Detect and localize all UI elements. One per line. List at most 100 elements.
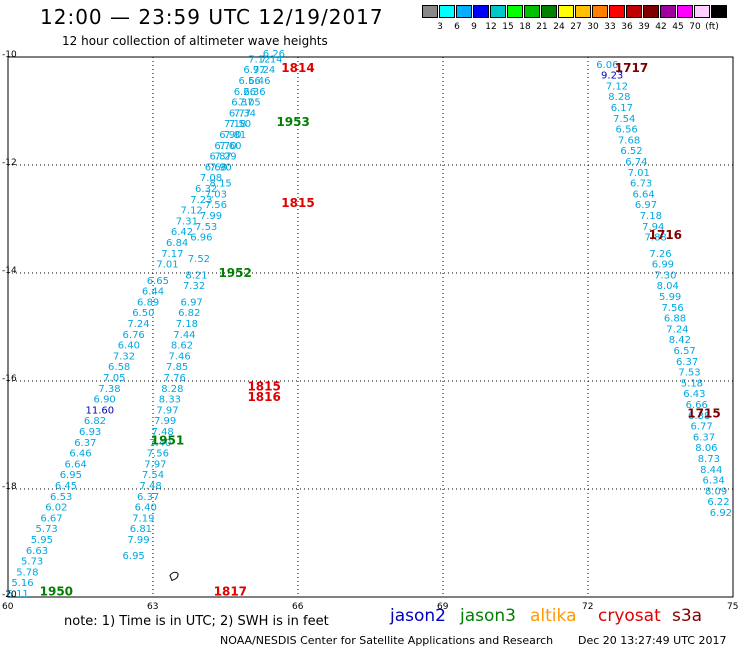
swh-value: 6.87 xyxy=(210,152,232,163)
swh-value: 6.42 xyxy=(171,227,193,238)
color-scale-label: 3 xyxy=(437,22,443,32)
swh-value: 6.56 xyxy=(616,125,638,136)
swh-value: 6.17 xyxy=(611,103,633,114)
footnote: note: 1) Time is in UTC; 2) SWH is in fe… xyxy=(64,614,329,629)
longitude-tick-label: 72 xyxy=(582,602,594,612)
swh-value: 6.37 xyxy=(231,98,253,109)
swh-value: 7.38 xyxy=(98,384,120,395)
color-scale-unit: (ft) xyxy=(705,22,719,32)
pass-time-label: 1717 xyxy=(615,61,648,75)
swh-value: 7.53 xyxy=(678,368,700,379)
color-scale-swatch xyxy=(473,5,489,18)
swh-value: 6.11 xyxy=(7,589,29,600)
swh-value: 7.48 xyxy=(152,427,174,438)
swh-value: 5.73 xyxy=(36,524,58,535)
color-scale-label: 18 xyxy=(519,22,531,32)
swh-value: 6.02 xyxy=(45,503,67,514)
color-scale-swatch xyxy=(456,5,472,18)
satellite-legend-altika: altika xyxy=(530,606,577,626)
swh-value: 6.95 xyxy=(60,470,82,481)
swh-value: 7.01 xyxy=(156,260,178,271)
color-scale-label: 12 xyxy=(485,22,497,32)
color-scale-swatch xyxy=(490,5,506,18)
color-scale-label: 9 xyxy=(471,22,477,32)
swh-value: 6.40 xyxy=(118,341,140,352)
longitude-tick-label: 63 xyxy=(147,602,159,612)
swh-value: 7.53 xyxy=(195,222,217,233)
swh-value: 6.37 xyxy=(137,492,159,503)
swh-value: 6.93 xyxy=(79,427,101,438)
satellite-legend-s3a: s3a xyxy=(672,606,703,626)
latitude-tick-label: -20 xyxy=(2,590,17,600)
swh-value: 6.99 xyxy=(652,260,674,271)
swh-value: 6.77 xyxy=(229,108,251,119)
swh-value: 8.28 xyxy=(161,384,183,395)
swh-value: 6.96 xyxy=(190,233,212,244)
swh-value: 8.44 xyxy=(700,465,722,476)
swh-value: 7.50 xyxy=(229,119,251,130)
swh-value: 6.45 xyxy=(55,481,77,492)
color-scale-swatch xyxy=(439,5,455,18)
swh-value: 7.31 xyxy=(176,216,198,227)
swh-value: 8.15 xyxy=(210,179,232,190)
swh-value: 5.16 xyxy=(11,578,33,589)
swh-value: 6.67 xyxy=(40,513,62,524)
swh-value: 7.90 xyxy=(210,162,232,173)
color-scale-swatch xyxy=(643,5,659,18)
swh-value: 8.33 xyxy=(159,395,181,406)
swh-value: 6.82 xyxy=(178,308,200,319)
swh-value: 6.40 xyxy=(135,503,157,514)
swh-value: 5.99 xyxy=(659,292,681,303)
color-scale-swatch xyxy=(677,5,693,18)
satellite-legend-jason3: jason3 xyxy=(460,606,516,626)
swh-value: 6.84 xyxy=(166,238,188,249)
color-scale-label: 15 xyxy=(502,22,514,32)
longitude-tick-label: 69 xyxy=(437,602,449,612)
swh-value: 7.99 xyxy=(154,416,176,427)
latitude-tick-label: -14 xyxy=(2,266,17,276)
color-scale-label: 24 xyxy=(553,22,565,32)
swh-value: 7.60 xyxy=(219,141,241,152)
swh-value: 7.99 xyxy=(200,211,222,222)
swh-value: 6.89 xyxy=(137,297,159,308)
swh-value: 8.73 xyxy=(698,454,720,465)
swh-value: 6.38 xyxy=(688,411,710,422)
color-scale-label: 33 xyxy=(604,22,616,32)
color-scale-swatch xyxy=(694,5,710,18)
swh-value: 7.18 xyxy=(224,119,246,130)
swh-value: 8.21 xyxy=(185,270,207,281)
swh-value: 7.97 xyxy=(144,459,166,470)
swh-value: 6.46 xyxy=(69,449,91,460)
swh-value: 6.74 xyxy=(625,157,647,168)
swh-value: 7.12 xyxy=(606,81,628,92)
swh-value: 7.34 xyxy=(234,108,256,119)
swh-value: 7.54 xyxy=(613,114,635,125)
swh-value: 6.65 xyxy=(147,276,169,287)
swh-value: 7.01 xyxy=(628,168,650,179)
swh-value: 7.32 xyxy=(183,281,205,292)
pass-time-label: 1815 xyxy=(247,379,280,393)
longitude-tick-label: 66 xyxy=(292,602,304,612)
swh-value: 8.28 xyxy=(608,92,630,103)
swh-value: 7.23 xyxy=(190,195,212,206)
credit-line: NOAA/NESDIS Center for Satellite Applica… xyxy=(220,634,554,647)
swh-value: 7.26 xyxy=(649,249,671,260)
swh-value: 8.42 xyxy=(669,335,691,346)
swh-value: 7.14 xyxy=(260,54,282,65)
pass-time-label: 1815 xyxy=(281,196,314,210)
swh-value: 6.63 xyxy=(26,546,48,557)
swh-value: 6.53 xyxy=(50,492,72,503)
swh-value: 7.46 xyxy=(168,351,190,362)
swh-value: 9.23 xyxy=(601,71,623,82)
swh-value: 11.60 xyxy=(86,405,115,416)
swh-value: 7.99 xyxy=(127,535,149,546)
swh-value: 7.24 xyxy=(666,324,688,335)
color-scale-swatch xyxy=(626,5,642,18)
swh-value: 7.48 xyxy=(139,481,161,492)
swh-value: 7.08 xyxy=(200,173,222,184)
swh-value: 6.90 xyxy=(219,130,241,141)
swh-value: 7.24 xyxy=(253,65,275,76)
swh-value: 7.03 xyxy=(205,189,227,200)
